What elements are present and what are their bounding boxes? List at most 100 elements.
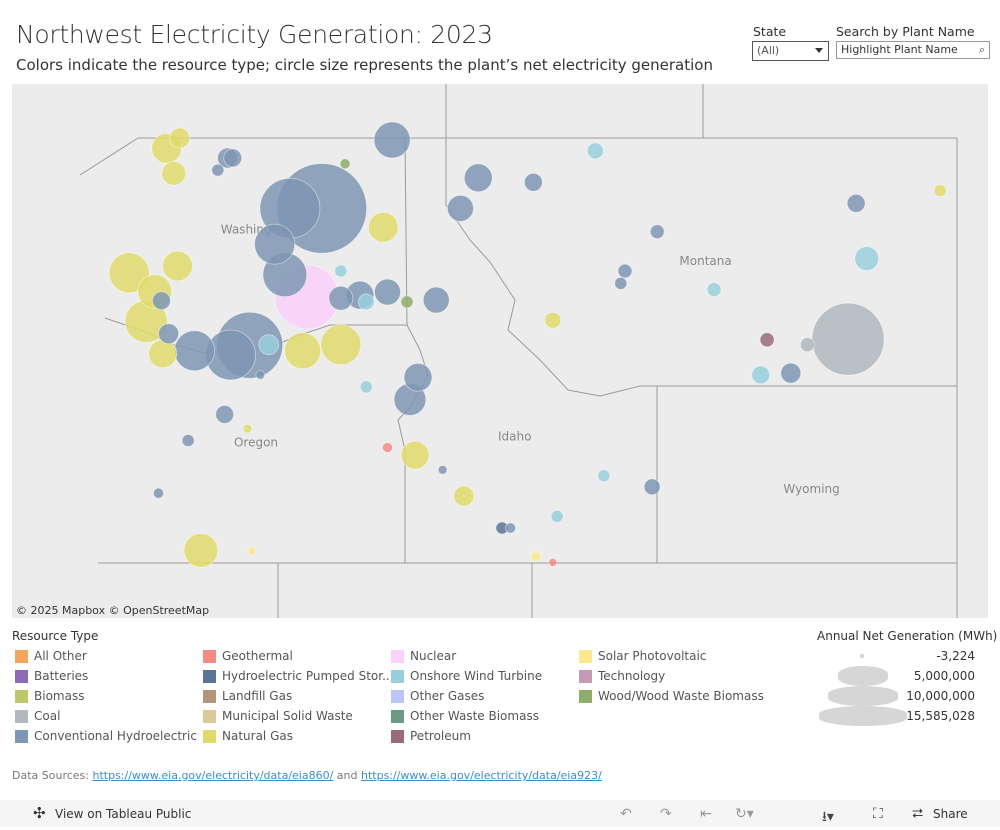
plant-marker[interactable]: [403, 362, 433, 392]
legend-item[interactable]: Natural Gas: [200, 728, 293, 744]
refresh-icon[interactable]: ↻▾: [735, 806, 754, 822]
plant-marker[interactable]: [933, 184, 947, 198]
legend-item[interactable]: Petroleum: [388, 728, 471, 744]
eia860-link[interactable]: https://www.eia.gov/electricity/data/eia…: [92, 769, 334, 782]
share-icon[interactable]: ⮂: [912, 806, 924, 822]
plant-marker[interactable]: [854, 246, 880, 271]
plant-marker[interactable]: [161, 161, 187, 186]
plant-marker[interactable]: [759, 332, 775, 348]
plant-marker[interactable]: [254, 223, 296, 265]
legend-item[interactable]: Batteries: [12, 668, 88, 684]
legend-item[interactable]: Other Gases: [388, 688, 484, 704]
legend-item[interactable]: Other Waste Biomass: [388, 708, 539, 724]
legend-label: Geothermal: [222, 649, 293, 663]
legend-item[interactable]: Nuclear: [388, 648, 456, 664]
plant-marker[interactable]: [548, 558, 558, 567]
redo-icon[interactable]: ↷: [660, 806, 672, 822]
plant-marker[interactable]: [108, 252, 150, 294]
plant-marker[interactable]: [437, 465, 448, 475]
legend-swatch: [391, 649, 404, 663]
state-filter-dropdown[interactable]: (All): [752, 41, 829, 61]
legend-swatch: [203, 709, 216, 723]
map[interactable]: Washington Oregon Idaho Montana Wyoming © 20…: [12, 84, 988, 618]
plant-marker[interactable]: [357, 293, 375, 311]
download-icon[interactable]: ⭳▾: [822, 809, 834, 825]
plant-marker[interactable]: [152, 487, 164, 499]
plant-marker[interactable]: [400, 295, 414, 309]
legend-item[interactable]: Biomass: [12, 688, 84, 704]
plant-marker[interactable]: [550, 509, 564, 523]
legend-item[interactable]: All Other: [12, 648, 87, 664]
plant-marker[interactable]: [706, 282, 722, 297]
fullscreen-icon[interactable]: ⛶: [873, 806, 883, 822]
plant-marker[interactable]: [453, 485, 475, 507]
legend-item[interactable]: Hydroelectric Pumped Stor...: [200, 668, 394, 684]
eia923-link[interactable]: https://www.eia.gov/electricity/data/eia…: [361, 769, 602, 782]
view-on-tableau-button[interactable]: View on Tableau Public: [55, 807, 192, 821]
sources-label: Data Sources:: [12, 769, 93, 782]
plant-marker[interactable]: [504, 522, 516, 534]
plant-marker[interactable]: [359, 380, 373, 394]
plant-marker[interactable]: [158, 323, 180, 345]
plant-marker[interactable]: [242, 423, 253, 434]
plant-marker[interactable]: [614, 276, 628, 290]
legend-item[interactable]: Technology: [576, 668, 665, 684]
plant-marker[interactable]: [649, 224, 665, 239]
plant-marker[interactable]: [334, 264, 348, 278]
plant-marker[interactable]: [215, 405, 235, 424]
legend-item[interactable]: Landfill Gas: [200, 688, 292, 704]
plant-marker[interactable]: [183, 533, 219, 568]
plant-marker[interactable]: [255, 370, 266, 380]
legend-item[interactable]: Geothermal: [200, 648, 293, 664]
legend-item[interactable]: Solar Photovoltaic: [576, 648, 706, 664]
plant-marker[interactable]: [211, 163, 225, 177]
plant-marker[interactable]: [382, 442, 393, 453]
legend-item[interactable]: Coal: [12, 708, 60, 724]
legend-swatch: [15, 689, 28, 703]
plant-marker[interactable]: [247, 546, 257, 556]
plant-marker[interactable]: [152, 291, 171, 311]
plant-search-input[interactable]: Highlight Plant Name ⌕: [836, 41, 990, 59]
plant-marker[interactable]: [597, 469, 611, 483]
plant-marker[interactable]: [586, 142, 604, 160]
plant-marker[interactable]: [524, 172, 543, 192]
legend-label: Solar Photovoltaic: [598, 649, 707, 663]
share-button[interactable]: Share: [933, 807, 968, 821]
plant-marker[interactable]: [148, 339, 178, 369]
legend-label: Petroleum: [410, 729, 471, 743]
plant-marker[interactable]: [422, 286, 450, 314]
plant-marker[interactable]: [530, 551, 542, 563]
plant-marker[interactable]: [780, 362, 802, 384]
plant-marker[interactable]: [463, 163, 493, 193]
plant-marker[interactable]: [799, 337, 815, 353]
legend-item[interactable]: Onshore Wind Turbine: [388, 668, 542, 684]
legend-item[interactable]: Wood/Wood Waste Biomass: [576, 688, 764, 704]
legend-item[interactable]: Municipal Solid Waste: [200, 708, 353, 724]
plant-marker[interactable]: [447, 194, 474, 222]
plant-marker[interactable]: [643, 478, 661, 496]
legend-item[interactable]: Conventional Hydroelectric: [12, 728, 197, 744]
plant-marker[interactable]: [162, 250, 193, 282]
plant-marker[interactable]: [367, 212, 399, 243]
plant-marker[interactable]: [174, 330, 215, 372]
plant-marker[interactable]: [339, 158, 351, 170]
undo-icon[interactable]: ↶: [620, 806, 632, 822]
plant-marker[interactable]: [811, 302, 885, 376]
plant-marker[interactable]: [223, 148, 243, 168]
plant-marker[interactable]: [328, 285, 354, 311]
plant-marker[interactable]: [617, 263, 633, 279]
plant-marker[interactable]: [169, 127, 191, 149]
plant-marker[interactable]: [846, 193, 866, 213]
plant-marker[interactable]: [374, 278, 401, 306]
plant-marker[interactable]: [400, 440, 430, 470]
plant-marker[interactable]: [544, 311, 562, 329]
plant-marker[interactable]: [284, 332, 322, 370]
legend-swatch: [391, 709, 404, 723]
plant-marker[interactable]: [751, 365, 771, 385]
plant-marker[interactable]: [320, 324, 362, 366]
plant-marker[interactable]: [373, 121, 411, 159]
plant-marker[interactable]: [258, 334, 280, 356]
revert-icon[interactable]: ⇤: [700, 806, 712, 822]
tableau-logo-icon: ✣: [33, 804, 46, 822]
plant-marker[interactable]: [181, 434, 195, 447]
